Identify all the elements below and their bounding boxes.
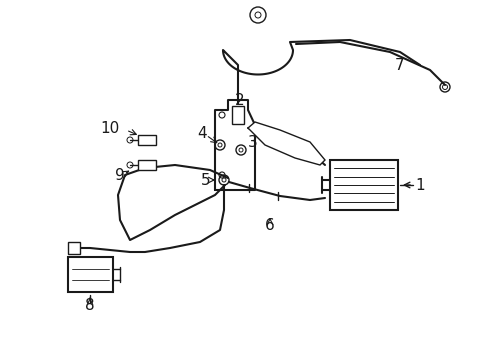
Text: 9: 9	[115, 167, 124, 183]
Text: 1: 1	[414, 177, 424, 193]
Text: 3: 3	[247, 135, 257, 149]
Text: 7: 7	[394, 58, 404, 72]
Bar	[231, 106, 244, 124]
Bar	[138, 160, 156, 170]
Bar	[68, 257, 113, 292]
Bar	[138, 135, 156, 145]
Text: 5: 5	[201, 172, 210, 188]
Text: 10: 10	[100, 121, 120, 135]
Text: 6: 6	[264, 217, 274, 233]
Text: 2: 2	[235, 93, 244, 108]
Bar	[68, 242, 80, 254]
Text: 4: 4	[197, 126, 206, 140]
Polygon shape	[247, 122, 325, 165]
Text: 8: 8	[85, 297, 95, 312]
Bar	[329, 160, 397, 210]
